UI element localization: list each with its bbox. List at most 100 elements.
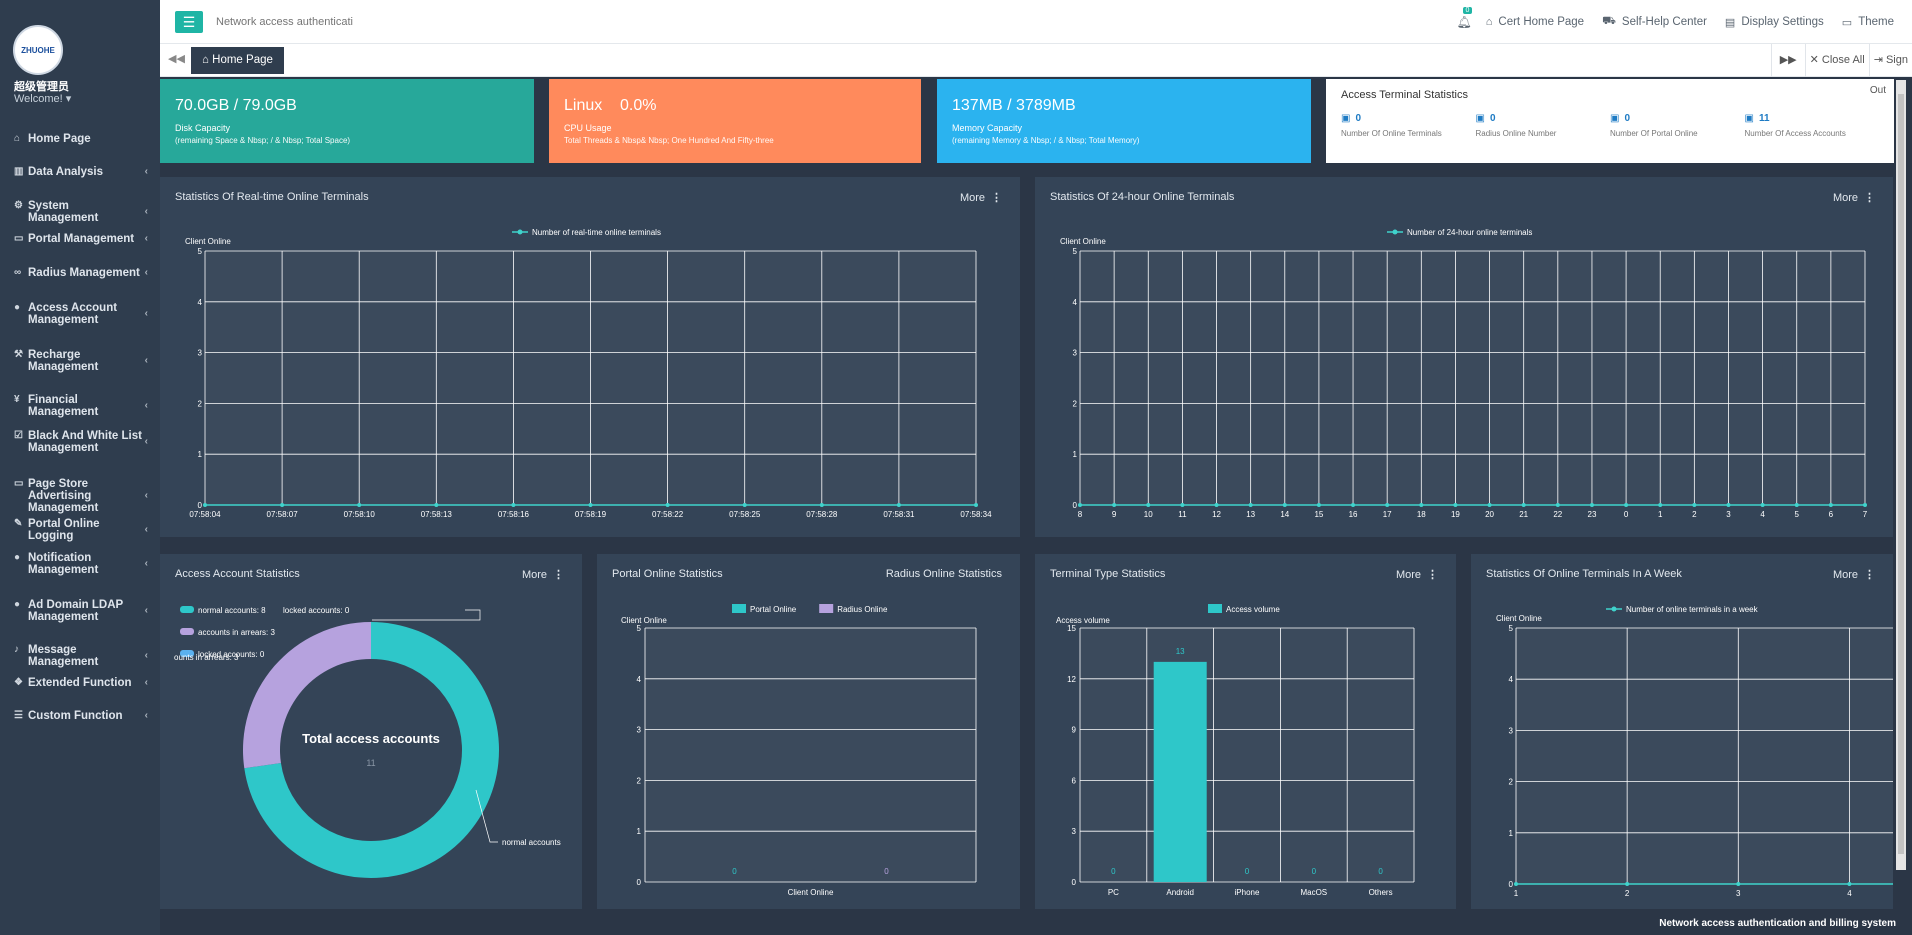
y-axis-label: Client Online [621, 616, 667, 625]
menu-toggle-button[interactable]: ☰ [175, 11, 203, 33]
data-point [1794, 503, 1799, 507]
more-button[interactable]: More ⋮ [1833, 191, 1875, 204]
terminal-stat-2: ▣ 0 Number Of Portal Online [1610, 113, 1745, 138]
x-tick-label: 18 [1417, 510, 1426, 519]
legend-label: accounts in arrears: 3 [198, 628, 275, 637]
tab-home-page[interactable]: ⌂ Home Page [191, 47, 284, 74]
more-button[interactable]: More ⋮ [522, 568, 564, 581]
terminal-stats-out[interactable]: Out [1869, 85, 1886, 96]
data-point [1658, 503, 1663, 507]
y-tick-label: 4 [198, 298, 203, 307]
sidebar-item-8[interactable]: ☑ Black And White List Management ‹ [0, 430, 160, 454]
y-tick-label: 9 [1072, 726, 1077, 735]
sidebar-item-label: Message Management [28, 644, 99, 668]
close-all-button[interactable]: ✕ Close All [1804, 44, 1869, 77]
welcome-label: Welcome! [14, 93, 63, 105]
data-point [434, 503, 439, 507]
data-point [1624, 503, 1629, 507]
top-links: ⌂ Cert Home Page ⛟ Self-Help Center ▤ Display… [1486, 15, 1912, 29]
page-scrollbar[interactable] [1896, 80, 1906, 870]
legend-marker [1611, 606, 1617, 612]
sidebar-item-11[interactable]: ● Notification Management ‹ [0, 552, 160, 576]
more-label: More [959, 192, 985, 204]
sidebar-item-15[interactable]: ☰ Custom Function ‹ [0, 710, 160, 722]
x-tick-label: 23 [1588, 510, 1597, 519]
realtime-title: Statistics Of Real-time Online Terminals [175, 191, 369, 203]
y-tick-label: 2 [198, 399, 203, 408]
realtime-panel: Statistics Of Real-time Online Terminals… [160, 177, 1020, 537]
top-link-3[interactable]: ▭ Theme [1842, 15, 1894, 29]
home-icon: ⌂ [14, 133, 21, 144]
tab-label: Home Page [212, 54, 273, 66]
sidebar-item-7[interactable]: ¥ Financial Management ‹ [0, 394, 160, 418]
sidebar-item-14[interactable]: ❖ Extended Function ‹ [0, 677, 160, 689]
y-tick-label: 0 [198, 501, 203, 510]
x-tick-label: 21 [1519, 510, 1528, 519]
y-axis-label: Client Online [1060, 237, 1106, 246]
y-tick-label: 1 [198, 450, 203, 459]
more-button[interactable]: More ⋮ [1396, 568, 1438, 581]
x-tick-label: Android [1166, 888, 1194, 897]
brand-title-field[interactable] [216, 11, 356, 33]
welcome-dropdown[interactable]: Welcome! ▾ [14, 92, 71, 105]
legend-marker [1392, 229, 1398, 235]
notification-bell[interactable]: 🔔︎ 0 [1457, 7, 1473, 29]
sign-out-button[interactable]: ⇥ Sign [1868, 44, 1912, 77]
sidebar-item-13[interactable]: ♪ Message Management ‹ [0, 644, 160, 668]
sidebar-item-10[interactable]: ✎ Portal Online Logging ‹ [0, 518, 160, 542]
legend-swatch [180, 628, 194, 635]
top-link-0[interactable]: ⌂ Cert Home Page [1486, 15, 1584, 29]
terminal-stats-row: ▣ 0 Number Of Online Terminals ▣ 0 Radius Onl… [1341, 113, 1879, 138]
cpu-usage-card: Linux 0.0% CPU Usage Total Threads & Nbs… [549, 79, 921, 163]
y-tick-label: 0 [1509, 880, 1514, 889]
sidebar-item-1[interactable]: ▥ Data Analysis ‹ [0, 166, 160, 178]
y-tick-label: 5 [1509, 624, 1514, 633]
logo-text: ZHUOHE [21, 45, 55, 55]
desktop-icon: ▭ [14, 233, 24, 244]
top-link-1[interactable]: ⛟ Self-Help Center [1602, 15, 1707, 29]
x-tick-label: 07:58:25 [729, 510, 761, 519]
terminal-type-panel: Terminal Type Statistics More ⋮ 0 3 6 9 12 15 A… [1035, 554, 1456, 909]
tab-scroll-left-icon[interactable]: ◀◀ [168, 53, 185, 65]
sidebar-item-6[interactable]: ⚒ Recharge Management ‹ [0, 349, 160, 373]
sidebar-item-3[interactable]: ▭ Portal Management ‹ [0, 233, 160, 245]
scrollbar-thumb[interactable] [1898, 94, 1904, 854]
x-tick-label: 07:58:13 [421, 510, 453, 519]
data-label: 0 [732, 867, 737, 876]
terminal-stat-value-row: ▣ 11 [1745, 113, 1880, 124]
y-axis-label: Client Online [185, 237, 231, 246]
legend-label: Number of 24-hour online terminals [1407, 228, 1532, 237]
cart-icon: ⛟ [1602, 15, 1616, 27]
sidebar-item-5[interactable]: ● Access Account Management ‹ [0, 302, 160, 326]
top-link-2[interactable]: ▤ Display Settings [1725, 15, 1824, 29]
sidebar-item-0[interactable]: ⌂ Home Page [0, 133, 160, 145]
portal-title: Portal Online Statistics [612, 568, 723, 580]
sidebar-item-label: Ad Domain LDAP Management [28, 599, 123, 623]
tab-scroll-right-icon[interactable]: ▶▶ [1770, 44, 1805, 77]
sidebar-item-label: Portal Management [28, 233, 135, 245]
y-axis-label: Client Online [1496, 614, 1542, 623]
legend-swatch [732, 604, 746, 613]
terminal-stat-value-row: ▣ 0 [1341, 113, 1476, 124]
more-button[interactable]: More ⋮ [960, 191, 1002, 204]
terminal-stat-1: ▣ 0 Radius Online Number [1476, 113, 1611, 138]
disk-sub: (remaining Space & Nbsp; / & Nbsp; Total… [175, 136, 351, 145]
sidebar-item-2[interactable]: ⚙ System Management ‹ [0, 200, 160, 224]
more-button[interactable]: More ⋮ [1833, 568, 1875, 581]
sidebar-item-label: Custom Function [28, 710, 123, 722]
terminal-stat-3: ▣ 11 Number Of Access Accounts [1745, 113, 1880, 138]
ellipsis-icon: ⋮ [991, 192, 1002, 204]
sidebar-item-12[interactable]: ● Ad Domain LDAP Management ‹ [0, 599, 160, 623]
pie-center-total: 11 [366, 758, 375, 768]
chevron-left-icon: ‹ [144, 355, 148, 366]
bar [1153, 661, 1207, 882]
sidebar-item-9[interactable]: ▭ Page Store Advertising Management ‹ [0, 478, 160, 514]
radius-title[interactable]: Radius Online Statistics [885, 568, 1002, 580]
y-tick-label: 15 [1067, 624, 1076, 633]
sidebar-item-label: Recharge Management [28, 349, 99, 373]
legend-swatch [180, 650, 194, 657]
data-point [742, 503, 747, 507]
legend-label: normal accounts: 8 [198, 606, 266, 615]
sidebar-item-4[interactable]: ∞ Radius Management ‹ [0, 267, 160, 279]
